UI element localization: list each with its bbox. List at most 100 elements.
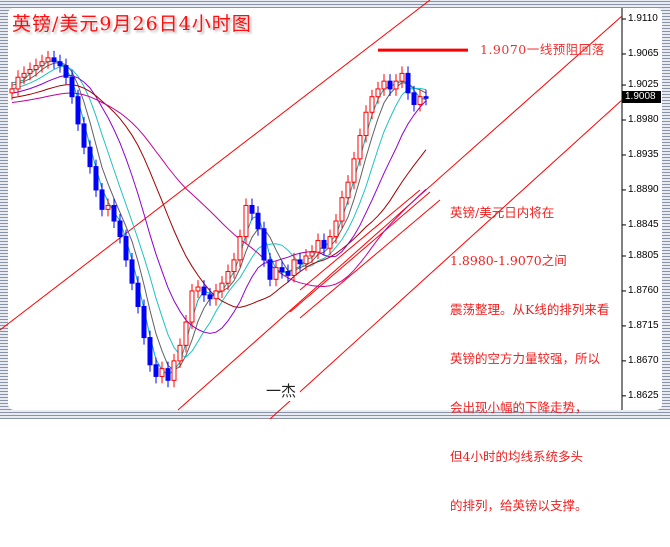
comment-line: 会出现小幅的下降走势， <box>450 400 588 416</box>
candle-body <box>375 88 381 98</box>
trend-line <box>269 99 623 419</box>
candle-body <box>339 197 345 222</box>
candle-body <box>279 267 285 273</box>
trend-line <box>0 0 431 331</box>
comment-line: 震荡整理。从K线的排列来看 <box>450 302 610 318</box>
candle-body <box>111 204 117 222</box>
y-tick-label: 1.8845 <box>628 218 659 230</box>
candle-body <box>123 236 129 261</box>
candle-body <box>39 61 45 67</box>
candle-body <box>231 259 237 273</box>
candle-body <box>207 294 213 300</box>
candle-body <box>93 166 99 191</box>
candle-body <box>267 259 273 280</box>
candle-body <box>201 286 207 296</box>
candle-body <box>15 76 21 90</box>
chart-window: 英镑/美元9月26日4小时图 1.9070一线预阻回落 英镑/美元日内将在 1.… <box>0 0 670 513</box>
candle-body <box>261 228 267 261</box>
moving-average-line <box>11 74 427 334</box>
candle-body <box>369 96 375 113</box>
trend-line <box>177 15 623 411</box>
candle-body <box>27 69 33 74</box>
y-tick-label: 1.9110 <box>628 13 658 24</box>
y-tick-label: 1.8670 <box>628 354 659 366</box>
trend-line <box>289 191 431 313</box>
candle-body <box>351 158 357 183</box>
y-tick-label: 1.9065 <box>628 47 659 59</box>
moving-average-line <box>11 92 427 288</box>
candle-body <box>51 57 57 63</box>
y-tick-label: 1.9025 <box>628 79 659 91</box>
comment-line: 但4小时的均线系统多头 <box>450 449 583 465</box>
candle-body <box>291 259 297 276</box>
candle-body <box>141 305 147 339</box>
candle-body <box>129 259 135 284</box>
candle-body <box>57 61 63 67</box>
candle-body <box>183 321 189 346</box>
candle-body <box>195 286 201 292</box>
candle-body <box>33 65 39 71</box>
candle-body <box>405 72 411 94</box>
candle-body <box>315 239 321 253</box>
chart-title: 英镑/美元9月26日4小时图 <box>12 13 252 35</box>
plot-area <box>8 8 662 410</box>
y-tick-label: 1.8935 <box>628 148 659 160</box>
candle-body <box>357 135 363 160</box>
candle-body <box>69 76 75 98</box>
y-tick-label: 1.8805 <box>628 249 659 261</box>
analysis-comment: 英镑/美元日内将在 1.8980-1.9070之间 震荡整理。从K线的排列来看 … <box>450 172 609 547</box>
candle-body <box>105 204 111 210</box>
candle-body <box>171 360 177 381</box>
candle-body <box>411 92 417 105</box>
y-tick-label: 1.8625 <box>628 389 659 401</box>
candle-body <box>45 57 51 63</box>
candle-body <box>243 204 249 238</box>
candle-body <box>285 271 291 276</box>
candle-body <box>381 80 387 90</box>
candle-body <box>219 282 225 292</box>
y-tick-label: 1.8760 <box>628 284 659 296</box>
candle-body <box>303 255 309 265</box>
candle-body <box>297 259 303 265</box>
y-tick-label: 1.8715 <box>628 319 659 331</box>
y-tick-label: 1.8890 <box>628 183 659 195</box>
candle-body <box>321 239 327 249</box>
comment-line: 英镑的空方力量较强，所以 <box>450 351 601 367</box>
y-tick-label: 1.8980 <box>628 114 659 125</box>
candle-body <box>99 189 105 210</box>
candle-body <box>363 111 369 137</box>
candle-body <box>333 220 339 238</box>
candle-body <box>81 123 87 148</box>
trend-line <box>299 199 441 319</box>
candle-body <box>165 368 171 381</box>
candle-body <box>393 80 399 90</box>
candle-body <box>9 88 15 94</box>
candle-body <box>225 271 231 284</box>
candle-body <box>87 146 93 168</box>
candle-body <box>189 290 195 323</box>
candle-body <box>327 236 333 249</box>
candle-body <box>387 80 393 90</box>
candle-body <box>345 181 351 199</box>
candle-body <box>117 220 123 238</box>
candle-body <box>273 267 279 280</box>
candle-body <box>75 96 81 125</box>
candle-body <box>255 212 261 230</box>
trend-line <box>299 189 421 291</box>
candle-body <box>135 282 141 307</box>
price-chart <box>0 0 626 419</box>
candle-body <box>153 364 159 377</box>
candle-body <box>21 72 27 78</box>
candle-body <box>213 290 219 300</box>
candle-body <box>177 344 183 362</box>
comment-line: 英镑/美元日内将在 <box>450 204 555 220</box>
resistance-annotation: 1.9070一线预阻回落 <box>480 42 605 57</box>
moving-average-line <box>11 59 427 376</box>
candle-body <box>417 96 423 105</box>
candle-body <box>147 337 153 366</box>
moving-average-line <box>11 84 427 308</box>
current-price-label: 1.9008 <box>622 91 661 103</box>
candle-body <box>423 96 429 99</box>
author-signature: 一杰 <box>262 380 301 401</box>
comment-line: 1.8980-1.9070之间 <box>450 253 567 269</box>
